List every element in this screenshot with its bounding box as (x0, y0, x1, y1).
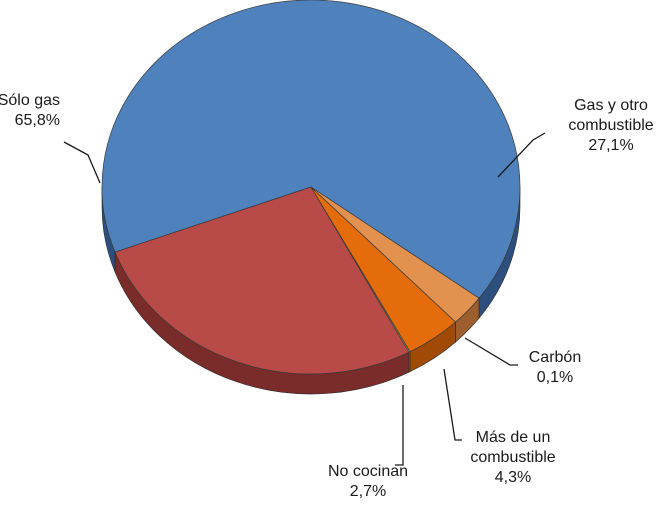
slice-label-line: Carbón (529, 349, 581, 366)
slice-label-line: combustible (470, 449, 555, 466)
leader-line-3 (443, 368, 462, 441)
slice-label-line: Más de un (476, 429, 551, 446)
slice-label-line: Gas y otro (574, 97, 648, 114)
slice-label-line: 27,1% (588, 137, 633, 154)
pie-slices (101, 0, 521, 375)
leader-line-2 (464, 337, 518, 366)
slice-label-4: No cocinan 2,7% (328, 463, 408, 500)
slice-label-line: 4,3% (495, 469, 531, 486)
slice-label-line: 2,7% (350, 483, 386, 500)
leader-line-0 (63, 141, 101, 184)
slice-label-line: 65,8% (15, 112, 60, 129)
slice-label-3: Más de un combustible 4,3% (470, 429, 555, 486)
slice-label-0: Sólo gas 65,8% (0, 92, 60, 129)
leader-line-4 (395, 385, 404, 466)
slice-label-line: combustible (568, 117, 653, 134)
pie-slice-1 (114, 186, 410, 375)
slice-label-2: Carbón 0,1% (529, 349, 581, 386)
slice-label-line: No cocinan (328, 463, 408, 480)
pie-slice-4 (310, 186, 480, 323)
slice-labels: Sólo gas 65,8% Gas y otro combustible 27,1% C… (0, 92, 654, 500)
slice-label-1: Gas y otro combustible 27,1% (568, 97, 653, 154)
slice-label-line: 0,1% (537, 369, 573, 386)
slice-label-line: Sólo gas (0, 92, 60, 109)
leader-line-1 (497, 132, 546, 178)
leader-lines (63, 132, 546, 466)
pie-slice-0 (101, 0, 521, 299)
